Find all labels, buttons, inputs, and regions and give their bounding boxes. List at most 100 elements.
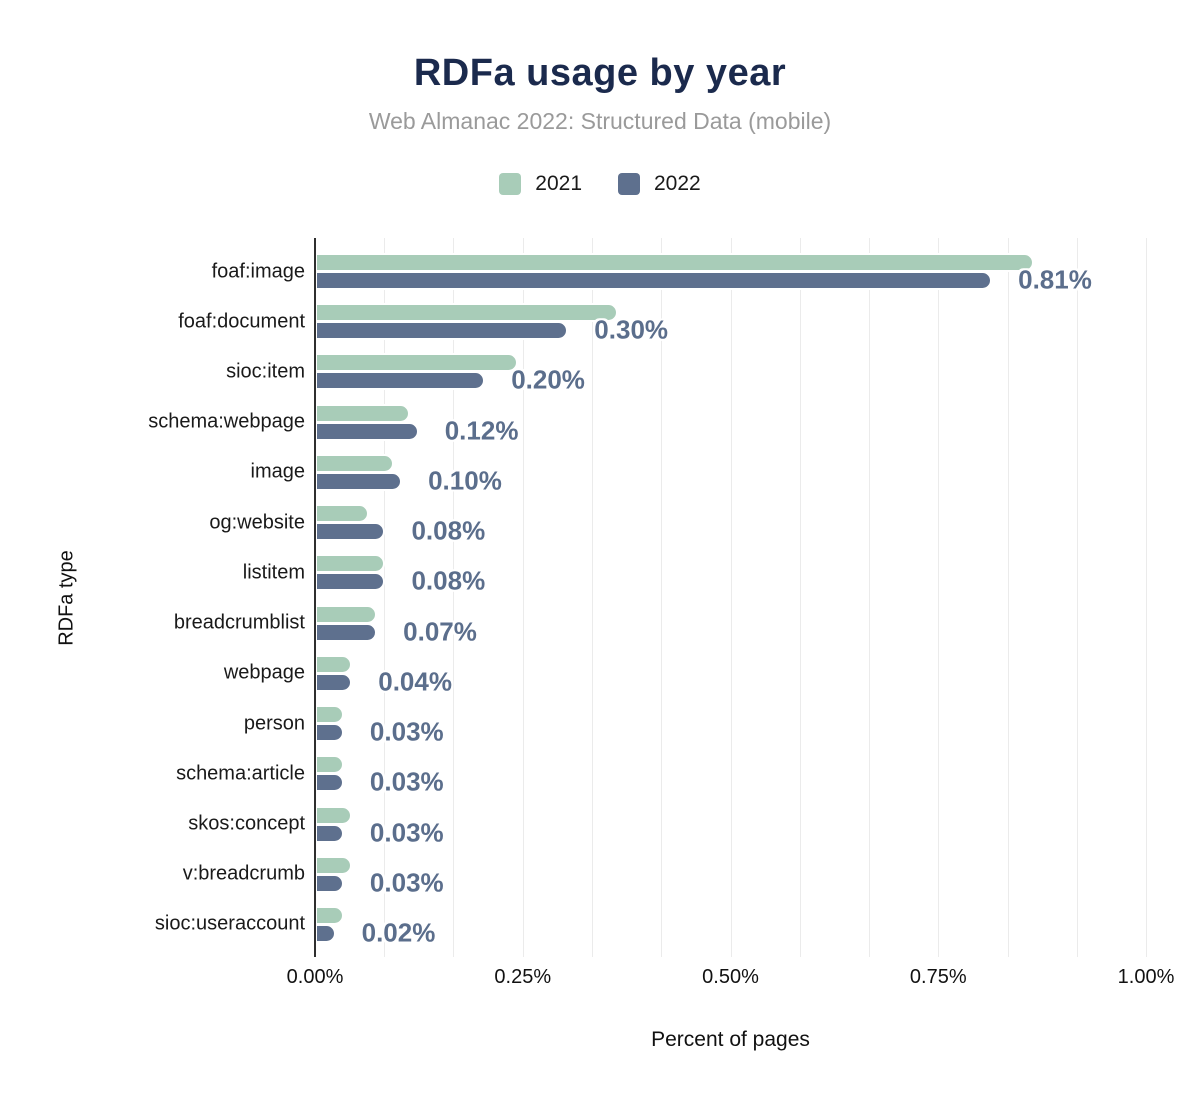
bar-row: sioc:useraccount 0.02% xyxy=(155,907,1146,947)
bar-2021 xyxy=(317,707,342,723)
legend-item-2021: 2021 xyxy=(499,172,582,196)
bar-row: sioc:item 0.20% xyxy=(226,355,1146,395)
bar-2022 xyxy=(317,925,334,941)
x-tick-label: 0.25% xyxy=(494,966,552,988)
bar-row: og:website 0.08% xyxy=(209,506,1146,546)
bar-row: v:breadcrumb 0.03% xyxy=(183,857,1146,897)
value-label: 0.04% xyxy=(378,666,452,697)
value-label: 0.07% xyxy=(403,616,477,647)
bar-2022 xyxy=(317,524,384,540)
gridline xyxy=(384,238,386,957)
category-label: og:website xyxy=(209,511,305,534)
category-label: webpage xyxy=(223,661,305,684)
bar-2021 xyxy=(317,305,617,321)
x-tick-label: 1.00% xyxy=(1117,966,1175,988)
legend-label-2021: 2021 xyxy=(535,172,582,195)
bar-2021 xyxy=(317,807,351,823)
value-label: 0.03% xyxy=(369,817,444,848)
bar-row: foaf:image 0.81% xyxy=(212,255,1146,295)
bar-2021 xyxy=(317,556,384,572)
gridline xyxy=(591,238,593,957)
gridline xyxy=(868,238,870,957)
bar-row: foaf:document 0.30% xyxy=(178,305,1146,345)
bar-2022 xyxy=(317,825,342,841)
category-label: skos:concept xyxy=(188,812,305,835)
bar-2021 xyxy=(317,255,1032,270)
bar-2022 xyxy=(317,624,376,640)
plot-area: foaf:image 0.81% foaf:document 0.30% sioc:it… xyxy=(148,238,1147,957)
bar-row: schema:article 0.03% xyxy=(176,757,1146,797)
bar-2022 xyxy=(317,373,484,389)
bar-row: webpage 0.04% xyxy=(224,656,1146,696)
value-label: 0.81% xyxy=(1018,264,1092,295)
gridline xyxy=(453,238,455,957)
bar-2021 xyxy=(317,506,367,522)
bar-row: image 0.10% xyxy=(251,455,1146,495)
bar-row: skos:concept 0.03% xyxy=(188,807,1146,847)
y-axis-line xyxy=(314,238,316,957)
bar-2022 xyxy=(317,574,384,590)
gridline xyxy=(661,238,663,957)
value-label: 0.03% xyxy=(369,766,444,797)
legend-item-2022: 2022 xyxy=(618,172,701,196)
bar-2021 xyxy=(317,907,342,923)
x-axis-ticks: 0.00% 0.25% 0.50% 0.75% 1.00% xyxy=(287,966,1175,992)
x-tick-label: 0.75% xyxy=(909,966,967,988)
bar-2022 xyxy=(317,423,417,439)
x-tick-label: 0.50% xyxy=(702,966,759,988)
x-tick-label: 0.00% xyxy=(286,966,344,988)
bar-row: listitem 0.08% xyxy=(243,556,1146,596)
legend: 2021 2022 xyxy=(0,172,1200,196)
chart-title: RDFa usage by year xyxy=(413,52,787,94)
value-label: 0.03% xyxy=(369,716,444,747)
value-label: 0.12% xyxy=(444,415,519,446)
bar-row: breadcrumblist 0.07% xyxy=(174,606,1146,646)
value-label: 0.10% xyxy=(428,465,502,496)
gridline xyxy=(1146,238,1147,957)
bar-2021 xyxy=(317,656,351,672)
value-label: 0.08% xyxy=(411,565,486,596)
x-axis-title: Percent of pages xyxy=(651,1028,810,1051)
value-label: 0.02% xyxy=(361,917,436,948)
bar-2021 xyxy=(317,606,376,622)
gridline xyxy=(1007,238,1009,957)
bar-row: schema:webpage 0.12% xyxy=(148,405,1146,445)
bar-2022 xyxy=(317,273,991,288)
category-label: foaf:image xyxy=(211,260,305,282)
bar-2022 xyxy=(317,473,401,489)
category-label: person xyxy=(243,712,305,735)
value-label: 0.20% xyxy=(511,364,585,395)
bar-2021 xyxy=(317,355,517,371)
bar-2022 xyxy=(317,775,342,791)
legend-swatch-2022 xyxy=(618,173,640,195)
bar-2022 xyxy=(317,323,567,339)
category-label: v:breadcrumb xyxy=(182,862,305,885)
category-label: listitem xyxy=(242,561,305,584)
bar-2022 xyxy=(317,875,342,891)
gridline xyxy=(799,238,801,957)
gridline xyxy=(730,238,732,957)
bar-2021 xyxy=(317,405,409,421)
bar-2022 xyxy=(317,674,351,690)
bar-2022 xyxy=(317,725,342,741)
category-label: schema:webpage xyxy=(148,410,305,433)
gridline xyxy=(522,238,524,957)
gridline xyxy=(1076,238,1078,957)
value-label: 0.03% xyxy=(369,867,444,898)
legend-label-2022: 2022 xyxy=(654,172,701,195)
y-axis-title: RDFa type xyxy=(55,550,78,646)
legend-swatch-2021 xyxy=(499,173,522,195)
category-label: sioc:useraccount xyxy=(154,912,305,935)
bar-row: person 0.03% xyxy=(244,707,1146,747)
gridline xyxy=(938,238,940,957)
chart-subtitle: Web Almanac 2022: Structured Data (mobil… xyxy=(368,108,832,134)
category-label: breadcrumblist xyxy=(173,611,305,634)
category-label: image xyxy=(250,460,305,483)
bar-2021 xyxy=(317,857,351,873)
category-label: sioc:item xyxy=(226,360,305,383)
value-label: 0.08% xyxy=(411,515,486,546)
category-label: schema:article xyxy=(176,762,305,785)
bar-2021 xyxy=(317,455,392,471)
value-label: 0.30% xyxy=(594,314,669,345)
